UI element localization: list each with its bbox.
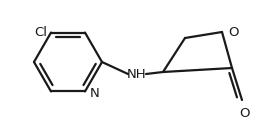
Text: O: O xyxy=(228,25,238,39)
Text: Cl: Cl xyxy=(34,26,47,39)
Text: O: O xyxy=(240,107,250,120)
Text: N: N xyxy=(90,87,100,100)
Text: NH: NH xyxy=(127,67,147,81)
